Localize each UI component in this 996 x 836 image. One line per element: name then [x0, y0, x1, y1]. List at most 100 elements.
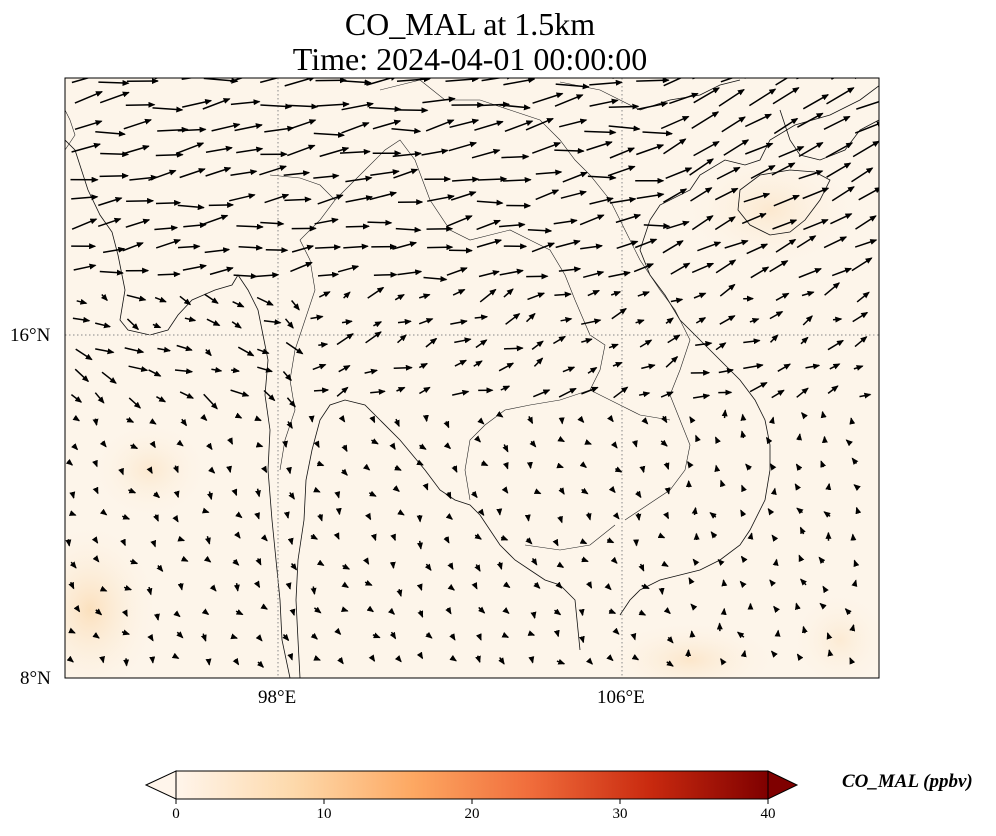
- wind-arrow: [177, 126, 207, 133]
- colorbar-tick-30: 30: [612, 806, 628, 822]
- wind-arrow: [184, 316, 197, 323]
- wind-arrow: [177, 535, 186, 542]
- colorbar-extend-min: [144, 770, 177, 800]
- wind-arrow: [259, 165, 287, 176]
- wind-arrow: [586, 140, 613, 151]
- wind-arrow: [535, 169, 563, 176]
- wind-arrow: [635, 513, 642, 521]
- wind-arrow: [317, 513, 323, 522]
- wind-arrow: [396, 334, 407, 344]
- wind-arrow: [397, 318, 412, 325]
- wind-arrow: [317, 194, 344, 205]
- wind-arrow: [500, 534, 509, 541]
- wind-arrow: [527, 292, 546, 301]
- wind-arrow: [744, 113, 773, 128]
- wind-arrow: [720, 607, 727, 616]
- wind-arrow: [367, 286, 385, 299]
- wind-arrow: [452, 389, 470, 396]
- wind-arrow: [585, 581, 593, 589]
- wind-arrow: [562, 366, 576, 373]
- wind-arrow: [152, 106, 184, 113]
- wind-arrow: [502, 581, 511, 589]
- wind-arrow: [318, 291, 331, 298]
- wind-arrow: [663, 78, 692, 87]
- wind-arrow: [74, 368, 90, 383]
- wind-arrow: [498, 362, 515, 372]
- wind-arrow: [422, 414, 429, 423]
- wind-arrow: [852, 140, 879, 158]
- wind-arrow: [664, 487, 671, 495]
- wind-arrow: [233, 273, 258, 280]
- wind-arrow: [747, 532, 754, 540]
- wind-arrow: [393, 364, 413, 371]
- wind-arrow: [825, 142, 854, 159]
- wind-arrow: [343, 243, 369, 250]
- wind-arrow: [425, 337, 438, 348]
- wind-arrow: [179, 391, 194, 399]
- wind-arrow: [393, 168, 419, 179]
- wind-arrow: [102, 246, 126, 254]
- wind-arrow: [76, 298, 88, 305]
- wind-arrow: [230, 389, 250, 397]
- wind-arrow: [607, 414, 614, 423]
- wind-arrow: [609, 196, 637, 204]
- wind-arrow: [830, 213, 853, 225]
- wind-arrow: [614, 466, 623, 473]
- wind-arrow: [313, 606, 322, 614]
- wind-arrow: [341, 101, 374, 111]
- wind-arrow: [126, 318, 140, 331]
- wind-arrow: [393, 418, 400, 428]
- wind-arrow: [211, 366, 223, 373]
- wind-arrow: [501, 153, 530, 160]
- wind-arrow: [313, 655, 321, 661]
- wind-arrow: [714, 187, 739, 201]
- wind-arrow: [286, 421, 293, 429]
- wind-arrow: [478, 606, 486, 614]
- wind-arrow: [445, 606, 452, 615]
- wind-arrow: [336, 333, 354, 346]
- wind-arrow: [155, 199, 182, 206]
- wind-arrow: [260, 534, 268, 542]
- wind-arrow: [665, 167, 693, 179]
- wind-arrow: [476, 199, 504, 206]
- wind-arrow: [634, 490, 642, 499]
- wind-arrow: [427, 194, 455, 202]
- wind-arrow: [315, 244, 342, 251]
- wind-arrow: [416, 651, 424, 660]
- wind-arrow: [525, 117, 554, 131]
- map-frame: [64, 77, 880, 679]
- wind-arrow: [662, 240, 684, 254]
- wind-arrow: [796, 78, 801, 80]
- wind-arrow: [173, 610, 181, 618]
- wind-arrow: [341, 581, 349, 589]
- wind-arrow: [341, 444, 348, 453]
- wind-arrow: [337, 264, 360, 273]
- wind-arrow: [340, 468, 348, 476]
- wind-arrow: [290, 261, 313, 273]
- wind-arrow: [129, 174, 158, 181]
- wind-arrow: [130, 443, 139, 450]
- country-borders: [65, 79, 691, 551]
- wind-arrow: [697, 241, 722, 252]
- wind-arrow: [284, 196, 312, 203]
- wind-arrow: [740, 555, 748, 564]
- wind-arrow: [826, 87, 855, 105]
- wind-arrow: [606, 537, 615, 544]
- wind-arrow: [94, 392, 105, 404]
- wind-arrow: [743, 192, 771, 203]
- wind-arrow: [502, 444, 509, 453]
- wind-arrow: [152, 322, 162, 329]
- wind-arrow: [338, 415, 346, 423]
- wind-arrow: [66, 655, 74, 663]
- map-title-line2: Time: 2024-04-01 00:00:00: [292, 41, 648, 77]
- wind-arrow: [613, 386, 629, 399]
- wind-arrow: [146, 466, 153, 474]
- wind-arrow: [205, 145, 233, 154]
- wind-arrow: [91, 536, 99, 544]
- wind-arrow: [122, 513, 131, 520]
- wind-arrow: [205, 658, 212, 666]
- wind-arrow: [475, 339, 488, 349]
- wind-arrow: [741, 484, 747, 493]
- wind-arrow: [238, 244, 264, 251]
- wind-arrow: [290, 563, 298, 571]
